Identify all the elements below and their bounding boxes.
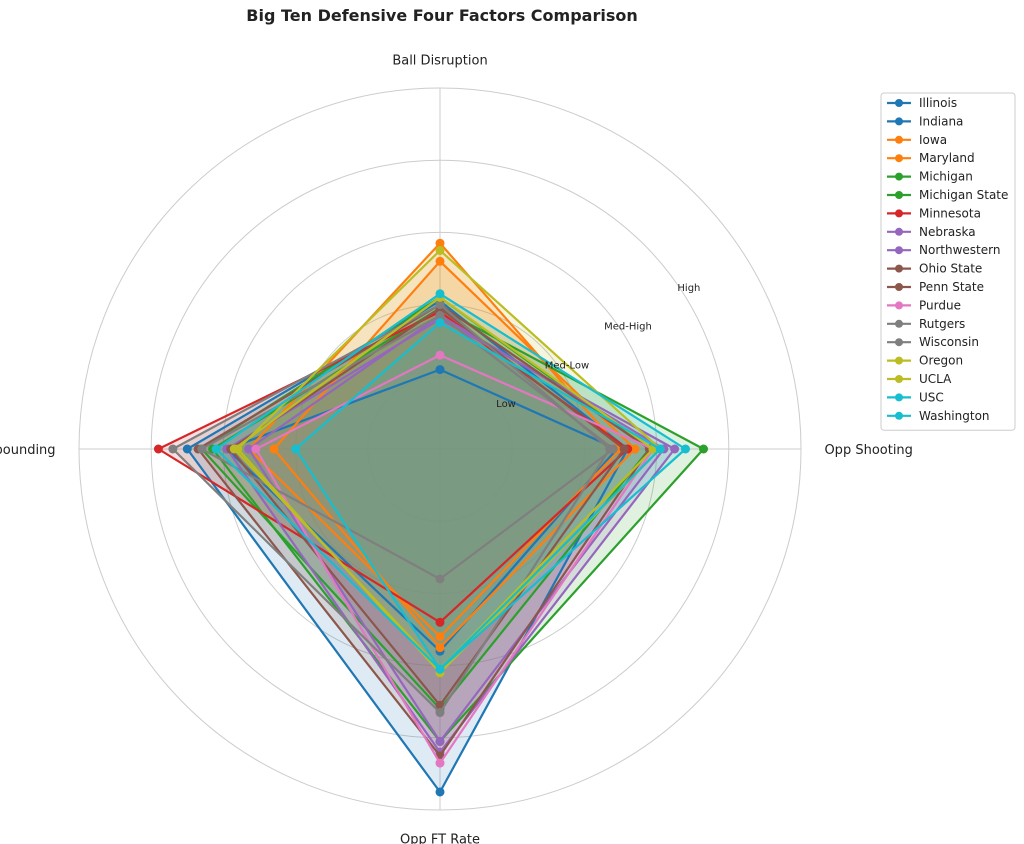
data-point <box>435 318 445 328</box>
axis-label: Ball Disruption <box>392 54 487 69</box>
ring-label: Low <box>496 399 516 410</box>
legend-label: Indiana <box>919 114 963 128</box>
data-point <box>435 245 445 255</box>
legend-marker <box>895 172 903 181</box>
data-point <box>435 310 445 320</box>
legend-label: Michigan State <box>919 188 1008 202</box>
data-point <box>244 444 254 454</box>
legend-label: Northwestern <box>919 243 1000 257</box>
legend-box <box>880 92 1016 431</box>
legend-label: Iowa <box>919 133 947 147</box>
data-point <box>435 787 445 797</box>
data-point <box>435 664 445 674</box>
data-point <box>251 444 261 454</box>
legend-label: Ohio State <box>919 262 982 276</box>
legend-label: UCLA <box>919 372 952 386</box>
legend-marker <box>895 411 903 420</box>
chart-title: Big Ten Defensive Four Factors Compariso… <box>246 6 638 25</box>
ring-label: Med-High <box>604 322 652 333</box>
legend-marker <box>895 227 903 236</box>
data-point <box>211 444 221 454</box>
data-point <box>435 632 445 642</box>
legend-marker <box>895 191 903 199</box>
data-point <box>608 444 618 454</box>
series-fill <box>227 369 617 652</box>
data-point <box>229 444 239 454</box>
series-fill <box>255 355 653 764</box>
legend-label: Illinois <box>919 96 957 110</box>
legend-label: Rutgers <box>919 317 965 331</box>
legend-marker <box>895 117 903 126</box>
ring-label: High <box>677 283 700 294</box>
data-point <box>630 444 640 454</box>
legend-label: Penn State <box>919 280 984 294</box>
data-point <box>435 289 445 299</box>
legend-label: Wisconsin <box>919 335 979 349</box>
data-point <box>197 444 207 454</box>
axis-label: Opp Shooting <box>824 443 912 458</box>
data-point <box>435 758 445 768</box>
data-point <box>435 643 445 653</box>
data-point <box>435 617 445 627</box>
axis-labels: Low Med-Low Med-High High Ball Disruption Opp… <box>0 54 913 844</box>
axis-label: Def Rebounding <box>0 443 56 458</box>
legend-label: Minnesota <box>919 206 981 220</box>
data-point <box>670 444 680 454</box>
series-fill <box>158 311 628 623</box>
data-point <box>168 444 178 454</box>
legend-marker <box>895 246 903 255</box>
data-point <box>435 256 445 266</box>
data-point <box>655 444 665 454</box>
legend-label: Michigan <box>919 170 973 184</box>
legend-label: Purdue <box>919 298 961 312</box>
legend-marker <box>895 283 903 291</box>
data-point <box>153 444 163 454</box>
legend-label: Washington <box>919 409 990 423</box>
data-point <box>680 444 690 454</box>
data-point <box>435 736 445 746</box>
data-point <box>435 708 445 718</box>
legend-marker <box>895 135 903 144</box>
legend-marker <box>895 154 903 163</box>
data-point <box>435 350 445 360</box>
legend-marker <box>895 375 903 383</box>
legend-label: Oregon <box>919 354 963 368</box>
legend-marker <box>895 338 903 347</box>
legend-label: Nebraska <box>919 225 976 239</box>
legend-label: USC <box>919 390 944 404</box>
data-point <box>435 574 445 584</box>
series-layer <box>153 238 709 797</box>
data-point <box>269 444 279 454</box>
legend-marker <box>895 356 903 365</box>
ring-label: Med-Low <box>545 360 589 371</box>
series-fill <box>248 315 664 742</box>
series-fill <box>201 315 614 579</box>
legend-marker <box>895 264 903 273</box>
data-point <box>435 238 445 248</box>
series-fill <box>227 319 675 753</box>
data-point <box>435 300 445 310</box>
legend-marker <box>895 393 903 402</box>
legend-marker <box>895 319 903 328</box>
series-fill <box>201 297 650 709</box>
legend-marker <box>895 301 903 310</box>
data-point <box>435 365 445 375</box>
series-fill <box>248 243 621 637</box>
data-point <box>619 444 629 454</box>
data-point <box>699 444 709 454</box>
data-point <box>182 444 192 454</box>
axis-label: Opp FT Rate <box>400 832 480 844</box>
legend-marker <box>895 99 903 107</box>
legend-label: Maryland <box>919 151 975 165</box>
legend: Illinois Indiana Iowa Maryland Michigan Michi… <box>880 92 1016 431</box>
data-point <box>291 444 301 454</box>
legend-marker <box>895 209 903 218</box>
